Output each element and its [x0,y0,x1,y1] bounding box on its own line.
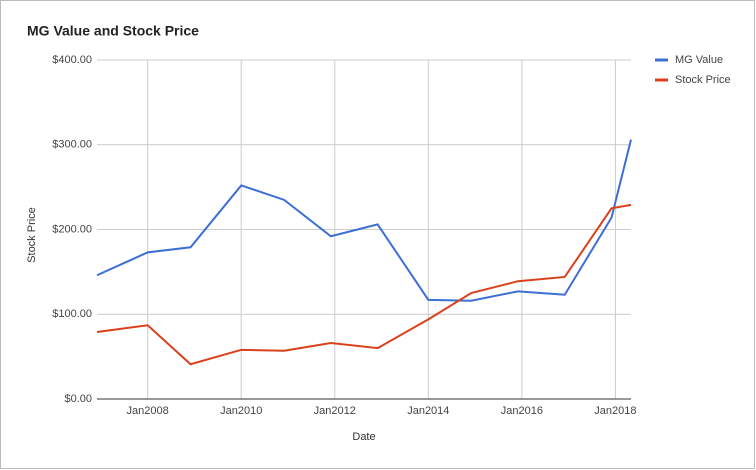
x-tick-label: Jan2012 [314,405,356,417]
legend-label: Stock Price [675,74,731,86]
y-tick-label: $0.00 [64,393,92,405]
line-series [96,139,632,302]
y-tick-label: $100.00 [52,308,92,320]
line-series [96,203,632,366]
y-tick-label: $400.00 [52,54,92,66]
chart-title: MG Value and Stock Price [27,23,199,39]
x-tick-label: Jan2018 [594,405,636,417]
legend-label: MG Value [675,54,723,66]
x-tick-label: Jan2016 [501,405,543,417]
x-tick-label: Jan2008 [127,405,169,417]
x-tick-label: Jan2014 [407,405,449,417]
x-tick-label: Jan2010 [220,405,262,417]
y-axis-title: Stock Price [26,207,38,263]
y-tick-label: $200.00 [52,223,92,235]
y-tick-label: $300.00 [52,139,92,151]
x-axis-title: Date [352,431,375,443]
